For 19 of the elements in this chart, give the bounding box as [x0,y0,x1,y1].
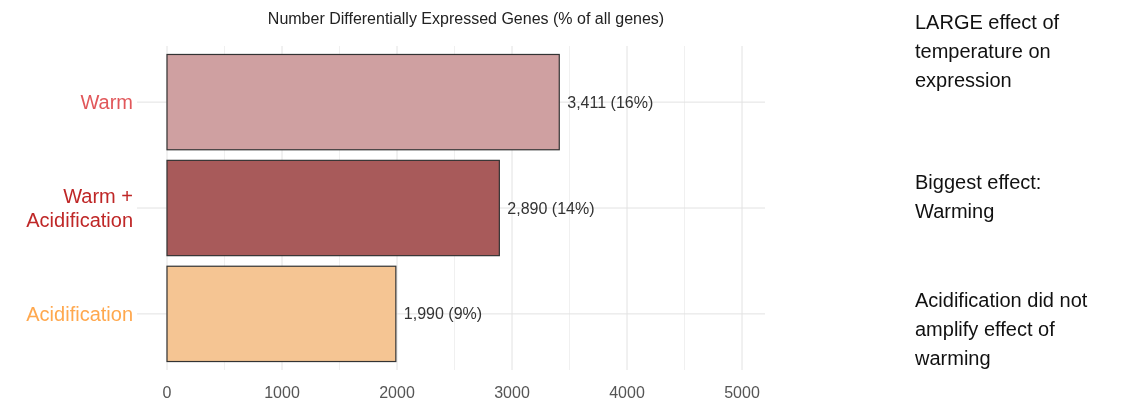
data-label: 3,411 (16%) [567,93,654,111]
x-tick-label: 4000 [609,384,645,401]
data-label: 1,990 (9%) [403,305,483,323]
y-tick-label: Warm [80,91,133,114]
text: LARGE effect of temperature on expression [915,11,1060,91]
y-tick-label: Acidification [26,302,133,325]
bar [166,159,500,257]
text: Biggest effect: Warming [915,171,1042,222]
y-tick-label: Warm + Acidification [26,185,133,231]
x-tick-label: 5000 [724,384,760,401]
bar [166,265,397,363]
x-tick-label: 0 [162,384,172,401]
data-label: 2,890 (14%) [507,199,595,217]
x-tick-label: 3000 [494,384,530,401]
text: Acidification did not amplify effect of warming [914,289,1088,369]
x-tick-label: 1000 [264,384,300,401]
bar [166,53,560,151]
x-tick-label: 2000 [379,384,415,401]
chart-title: Number Differentially Expressed Genes (% of all genes) [267,10,665,27]
